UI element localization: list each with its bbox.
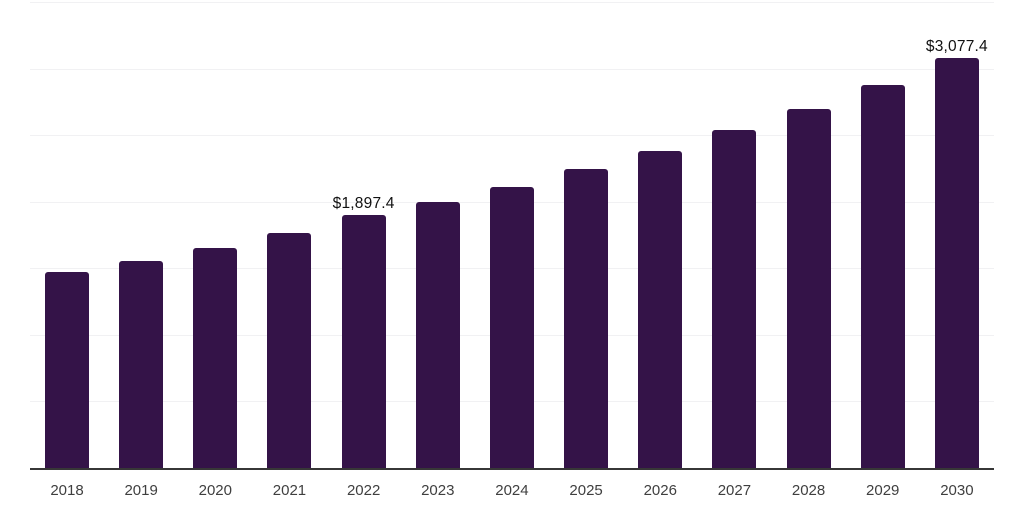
bar-2025	[564, 169, 609, 468]
bar-2027	[712, 130, 757, 468]
x-axis-line	[30, 468, 994, 470]
bar-item-2028	[786, 109, 831, 468]
bar-item-2018	[45, 272, 89, 468]
bar-2019	[119, 261, 164, 468]
data-label-2030: $3,077.4	[925, 38, 988, 55]
bar-2021	[267, 233, 312, 468]
bar-2018	[45, 272, 89, 468]
x-tick-label-2028: 2028	[791, 482, 826, 499]
x-tick-label-2025: 2025	[569, 482, 603, 499]
x-tick-label-2026: 2026	[643, 482, 677, 499]
bar-2023	[415, 202, 460, 468]
gridline-2500	[30, 135, 994, 137]
x-tick-label-2021: 2021	[272, 482, 307, 499]
bar-item-2027	[712, 130, 757, 468]
bar-item-2020	[193, 248, 238, 468]
bar-item-2023	[415, 202, 460, 468]
x-tick-label-2018: 2018	[50, 482, 84, 499]
bar-item-2030: $3,077.4	[926, 38, 988, 468]
bar-2026	[638, 151, 683, 468]
bar-item-2019	[119, 261, 164, 468]
x-tick-label-2022: 2022	[346, 482, 381, 499]
bar-2029	[860, 85, 905, 468]
bar-item-2026	[638, 151, 683, 468]
x-axis-labels: 2018 2019 2020 2021 2022 2023 2024 2025 2026 2027…	[30, 482, 994, 499]
bar-item-2021	[267, 233, 312, 468]
bar-2028	[786, 109, 831, 468]
bar-2030	[934, 58, 979, 468]
bar-2022	[341, 215, 386, 468]
plot-area: $1,897.4 $3,077.4	[30, 0, 994, 470]
data-label-2022: $1,897.4	[332, 195, 395, 212]
bar-item-2024	[489, 187, 534, 468]
bar-item-2025	[564, 169, 609, 468]
x-tick-label-2024: 2024	[495, 482, 529, 499]
gridline-3500	[30, 2, 994, 3]
x-tick-label-2030: 2030	[940, 482, 974, 499]
bar-2020	[193, 248, 238, 468]
x-tick-label-2023: 2023	[421, 482, 455, 499]
x-tick-label-2020: 2020	[198, 482, 232, 499]
bars-layer: $1,897.4 $3,077.4	[30, 0, 994, 468]
bar-item-2029	[860, 85, 905, 468]
bar-item-2022: $1,897.4	[333, 195, 394, 468]
x-tick-label-2027: 2027	[717, 482, 752, 499]
gridline-3000	[30, 68, 994, 70]
x-tick-label-2019: 2019	[124, 482, 158, 499]
bar-2024	[489, 187, 534, 468]
x-tick-label-2029: 2029	[866, 482, 900, 499]
